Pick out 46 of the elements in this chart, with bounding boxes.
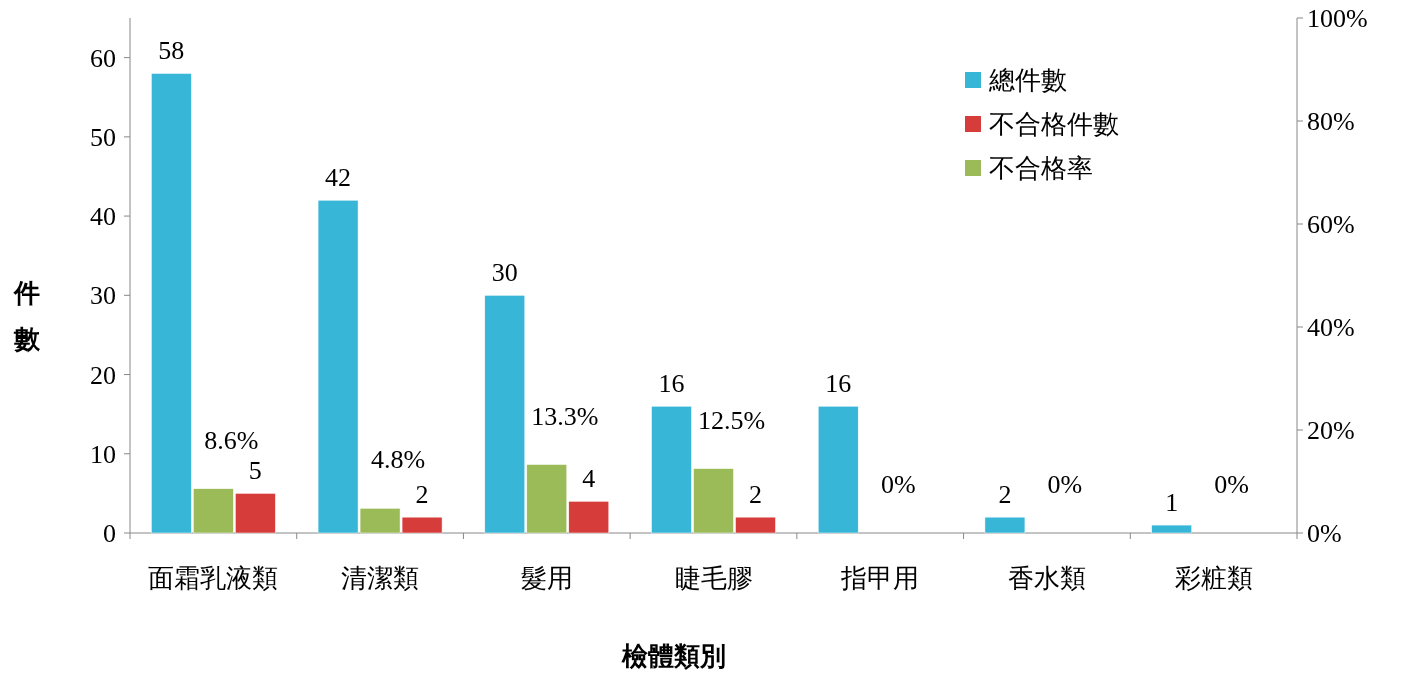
y-axis-title: 件數 bbox=[13, 279, 41, 354]
data-label: 0% bbox=[1047, 470, 1083, 499]
x-tick-label: 面霜乳液類 bbox=[148, 564, 279, 593]
y2-tick-label: 40% bbox=[1307, 313, 1355, 342]
y-tick-label: 10 bbox=[90, 439, 116, 469]
y-tick-label: 50 bbox=[90, 122, 116, 152]
legend-label: 總件數 bbox=[988, 66, 1067, 95]
legend-label: 不合格率 bbox=[989, 154, 1093, 183]
x-tick-label: 髮用 bbox=[520, 564, 573, 593]
data-label: 13.3% bbox=[531, 401, 599, 431]
y-tick-label: 0 bbox=[103, 519, 116, 548]
data-label: 5 bbox=[248, 456, 262, 486]
data-label: 4.8% bbox=[370, 445, 426, 475]
bar bbox=[817, 405, 859, 534]
y2-tick-label: 20% bbox=[1307, 416, 1355, 445]
data-label: 0% bbox=[1214, 470, 1249, 499]
y2-tick-label: 60% bbox=[1307, 210, 1355, 239]
data-label: 42 bbox=[325, 163, 352, 193]
x-tick-label: 香水類 bbox=[1007, 564, 1086, 593]
data-label: 16 bbox=[658, 369, 685, 399]
data-label: 2 bbox=[998, 480, 1012, 510]
y2-tick-label: 100% bbox=[1307, 4, 1368, 33]
data-label: 30 bbox=[491, 258, 518, 288]
data-label: 8.6% bbox=[204, 425, 259, 455]
y2-tick-label: 80% bbox=[1307, 107, 1355, 136]
y2-tick-label: 0% bbox=[1307, 519, 1342, 548]
data-label: 4 bbox=[582, 464, 596, 494]
x-tick-label: 彩粧類 bbox=[1174, 564, 1253, 593]
data-label: 12.5% bbox=[697, 405, 766, 435]
x-tick-label: 清潔類 bbox=[341, 564, 420, 593]
data-label: 1 bbox=[1165, 488, 1179, 518]
data-label: 2 bbox=[749, 480, 762, 510]
data-label: 2 bbox=[415, 480, 429, 510]
y-tick-label: 30 bbox=[90, 281, 116, 311]
y-tick-label: 20 bbox=[90, 360, 116, 390]
bar bbox=[1151, 524, 1192, 534]
legend-label: 不合格件數 bbox=[989, 110, 1119, 139]
y-tick-label: 60 bbox=[90, 43, 116, 73]
x-tick-label: 指甲用 bbox=[840, 564, 920, 593]
y-tick-label: 40 bbox=[90, 202, 116, 232]
x-tick-label: 睫毛膠 bbox=[674, 564, 753, 593]
bar bbox=[984, 516, 1026, 534]
data-label: 0% bbox=[880, 470, 916, 499]
data-label: 16 bbox=[825, 369, 852, 399]
data-label: 58 bbox=[158, 36, 185, 66]
x-axis-title: 檢體類別 bbox=[620, 642, 726, 671]
